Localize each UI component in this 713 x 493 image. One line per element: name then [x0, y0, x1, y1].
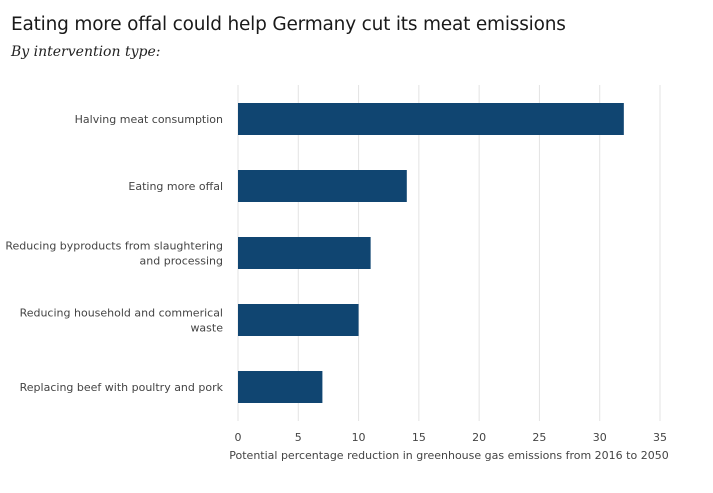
x-tick-label: 20: [472, 431, 486, 444]
category-label: Eating more offal: [128, 180, 223, 193]
x-axis-label: Potential percentage reduction in greenh…: [229, 449, 668, 462]
chart-subtitle: By intervention type:: [11, 44, 161, 60]
chart-title: Eating more offal could help Germany cut…: [11, 14, 566, 35]
category-labels: Halving meat consumption Eating more offa…: [5, 113, 223, 394]
x-tick-label: 25: [532, 431, 546, 444]
bar: [238, 304, 359, 336]
category-label: Halving meat consumption: [75, 113, 223, 126]
x-tick-label: 5: [295, 431, 302, 444]
x-tick-label: 15: [412, 431, 426, 444]
x-tick-label: 35: [653, 431, 667, 444]
bar: [238, 103, 624, 135]
category-label: Reducing household and commerical waste: [20, 307, 224, 335]
x-tick-labels: 0 5 10 15 20 25 30 35: [235, 431, 668, 444]
bar: [238, 237, 371, 269]
bars: [238, 103, 624, 403]
x-tick-label: 30: [593, 431, 607, 444]
category-label: Replacing beef with poultry and pork: [20, 381, 224, 394]
bar: [238, 170, 407, 202]
bar: [238, 371, 323, 403]
x-tick-label: 0: [235, 431, 242, 444]
category-label: Reducing byproducts from slaughtering and…: [5, 240, 223, 268]
x-tick-label: 10: [352, 431, 366, 444]
gridlines: [237, 85, 661, 421]
